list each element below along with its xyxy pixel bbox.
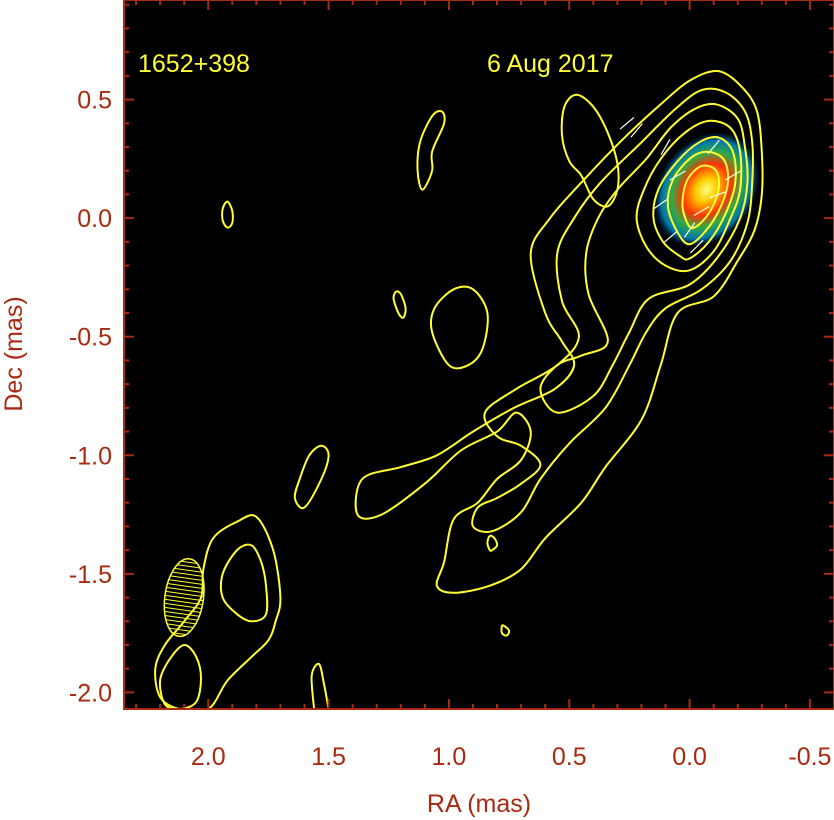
pol-vector bbox=[689, 239, 704, 254]
pol-vector bbox=[669, 170, 686, 181]
x-tick-label: -0.5 bbox=[788, 743, 831, 771]
y-tick-label: 0.0 bbox=[77, 205, 112, 233]
y-axis: 0.5 0.0 -0.5 -1.0 -1.5 -2.0 bbox=[69, 3, 834, 707]
contour-c6 bbox=[666, 150, 730, 246]
contour-c14 bbox=[486, 534, 499, 552]
contour-c5 bbox=[652, 136, 737, 261]
x-tick-label: 0.0 bbox=[672, 743, 707, 771]
x-tick-label: 1.5 bbox=[311, 743, 346, 771]
contour-c17 bbox=[219, 543, 269, 623]
pol-vector bbox=[693, 205, 710, 217]
y-tick-label: 0.5 bbox=[77, 87, 112, 115]
y-tick-label: -1.0 bbox=[69, 442, 112, 470]
y-tick-label: -2.0 bbox=[69, 679, 112, 707]
pol-vector bbox=[663, 230, 678, 244]
pol-vector bbox=[630, 123, 643, 138]
pol-vector bbox=[709, 190, 728, 199]
pol-vector bbox=[660, 138, 671, 156]
source-label: 1652+398 bbox=[138, 50, 250, 78]
contour-c3 bbox=[539, 102, 749, 414]
pol-vector bbox=[707, 139, 720, 155]
contour-c13 bbox=[293, 444, 330, 510]
contour-c11 bbox=[221, 200, 234, 229]
contour-c8 bbox=[560, 93, 620, 208]
x-axis-title: RA (mas) bbox=[427, 790, 531, 818]
pol-vector bbox=[724, 170, 741, 181]
x-tick-label: 2.0 bbox=[191, 743, 226, 771]
x-axis: 2.0 1.5 1.0 0.5 0.0 -0.5 bbox=[135, 0, 831, 771]
y-axis-title: Dec (mas) bbox=[0, 296, 28, 411]
contour-c10 bbox=[416, 109, 446, 191]
contour-c2 bbox=[471, 87, 754, 533]
contour-c18 bbox=[158, 644, 203, 709]
x-tick-label: 0.5 bbox=[552, 743, 587, 771]
contour-c4 bbox=[635, 119, 743, 273]
core-emission bbox=[653, 131, 760, 248]
pol-vector bbox=[652, 198, 669, 210]
contour-c15 bbox=[500, 624, 511, 637]
contour-group bbox=[154, 69, 764, 709]
contour-c9 bbox=[429, 285, 489, 370]
contour-c7 bbox=[681, 164, 721, 230]
contour-c1 bbox=[354, 69, 764, 594]
plot-frame bbox=[123, 0, 834, 710]
beam-ellipse bbox=[163, 557, 205, 638]
polarization-vectors bbox=[619, 117, 741, 254]
date-label: 6 Aug 2017 bbox=[487, 50, 614, 78]
pol-vector bbox=[619, 117, 635, 130]
x-tick-label: 1.0 bbox=[432, 743, 467, 771]
y-tick-label: -0.5 bbox=[69, 324, 112, 352]
contour-c12 bbox=[392, 290, 407, 319]
pol-vector bbox=[683, 222, 696, 238]
contour-c19 bbox=[310, 662, 330, 709]
y-tick-label: -1.5 bbox=[69, 561, 112, 589]
